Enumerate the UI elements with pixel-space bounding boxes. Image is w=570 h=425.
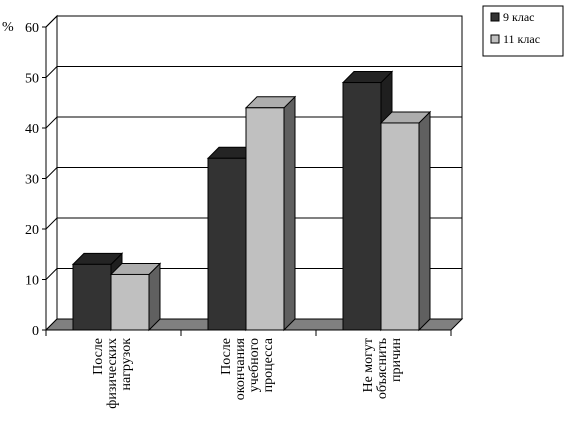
x-category-label: физических <box>105 338 120 409</box>
gridline-side <box>45 217 58 230</box>
x-category-label: окончания <box>233 337 248 400</box>
y-tick-label: 50 <box>25 72 39 87</box>
y-tick-label: 40 <box>25 122 39 137</box>
legend-swatch <box>490 34 500 44</box>
x-category-label: учебного <box>247 338 262 392</box>
bar <box>110 273 150 331</box>
y-tick-label: 60 <box>25 21 39 36</box>
gridline-side <box>45 268 58 280</box>
gridline-side <box>45 116 58 129</box>
bar <box>72 263 112 331</box>
bar <box>342 82 382 331</box>
x-category-label: причин <box>389 337 404 382</box>
legend-swatch <box>490 12 500 22</box>
x-category-label: После <box>91 338 106 375</box>
bar-side <box>418 110 431 332</box>
bar-side <box>283 95 296 332</box>
x-category-label: Не могут <box>361 338 376 393</box>
x-category-label: процесса <box>261 337 276 392</box>
y-tick-label: 30 <box>25 173 39 188</box>
bar <box>207 157 247 331</box>
y-tick-label: 10 <box>25 274 39 289</box>
y-axis-label: % <box>2 20 14 35</box>
gridline-side <box>45 66 58 78</box>
gridline-side <box>45 15 58 28</box>
legend-label: 11 клас <box>503 32 540 46</box>
bar <box>380 122 420 331</box>
gridline-side <box>45 167 58 179</box>
bar <box>245 107 285 331</box>
x-category-label: объяснить <box>375 338 390 399</box>
x-category-label: нагрузок <box>119 338 134 391</box>
y-tick-label: 20 <box>25 223 39 238</box>
legend-label: 9 клас <box>503 10 534 24</box>
y-tick-label: 0 <box>32 324 39 339</box>
x-category-label: После <box>219 338 234 375</box>
